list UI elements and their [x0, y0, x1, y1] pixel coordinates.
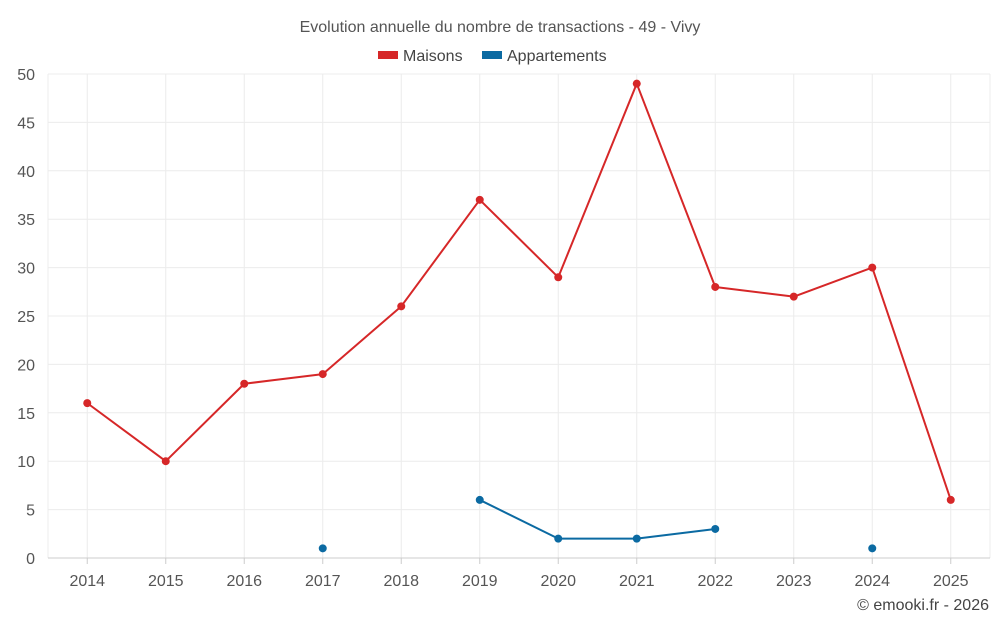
x-tick-label: 2021	[619, 573, 655, 590]
data-point-maisons[interactable]	[161, 457, 170, 466]
data-point-maisons[interactable]	[632, 79, 641, 88]
x-tick-label: 2025	[933, 573, 969, 590]
data-point-appartements[interactable]	[632, 534, 641, 543]
y-tick-label: 0	[26, 551, 35, 568]
x-tick-label: 2015	[148, 573, 184, 590]
legend-swatch-maisons	[378, 51, 398, 59]
legend-label-maisons: Maisons	[403, 48, 463, 65]
y-tick-label: 45	[17, 115, 35, 132]
x-tick-label: 2020	[540, 573, 576, 590]
series-maisons	[83, 79, 955, 504]
y-tick-label: 15	[17, 406, 35, 423]
x-tick-label: 2014	[69, 573, 105, 590]
series-line-appartements	[479, 499, 716, 540]
data-point-maisons[interactable]	[397, 302, 406, 311]
x-tick-label: 2024	[854, 573, 890, 590]
data-point-maisons[interactable]	[554, 273, 563, 282]
legend-item-appartements[interactable]: Appartements	[482, 48, 607, 65]
x-tick-label: 2019	[462, 573, 498, 590]
data-point-appartements[interactable]	[868, 544, 877, 553]
x-tick-label: 2023	[776, 573, 812, 590]
data-point-maisons[interactable]	[868, 263, 877, 272]
y-tick-label: 30	[17, 261, 35, 278]
data-point-appartements[interactable]	[711, 524, 720, 533]
x-tick-label: 2016	[226, 573, 262, 590]
chart-title: Evolution annuelle du nombre de transact…	[300, 19, 701, 36]
grid	[47, 73, 991, 558]
legend: Maisons Appartements	[378, 48, 607, 65]
credit-text: © emooki.fr - 2026	[857, 597, 989, 614]
legend-swatch-appartements	[482, 51, 502, 59]
data-point-maisons[interactable]	[946, 495, 955, 504]
legend-item-maisons[interactable]: Maisons	[378, 48, 463, 65]
data-point-appartements[interactable]	[318, 544, 327, 553]
series-line-maisons	[86, 82, 952, 501]
data-point-appartements[interactable]	[475, 495, 484, 504]
y-tick-label: 5	[26, 503, 35, 520]
series-appartements	[318, 495, 877, 553]
y-tick-label: 25	[17, 309, 35, 326]
series	[83, 79, 955, 553]
data-point-maisons[interactable]	[318, 370, 327, 379]
data-point-maisons[interactable]	[240, 379, 249, 388]
y-tick-label: 40	[17, 164, 35, 181]
y-tick-label: 35	[17, 212, 35, 229]
data-point-maisons[interactable]	[789, 292, 798, 301]
x-tick-label: 2022	[697, 573, 733, 590]
legend-label-appartements: Appartements	[507, 48, 607, 65]
x-tick-label: 2018	[383, 573, 419, 590]
data-point-maisons[interactable]	[475, 195, 484, 204]
data-point-maisons[interactable]	[711, 282, 720, 291]
data-point-maisons[interactable]	[83, 399, 92, 408]
x-tick-label: 2017	[305, 573, 341, 590]
y-tick-label: 20	[17, 357, 35, 374]
y-tick-label: 50	[17, 67, 35, 84]
data-point-appartements[interactable]	[554, 534, 563, 543]
y-tick-label: 10	[17, 454, 35, 471]
